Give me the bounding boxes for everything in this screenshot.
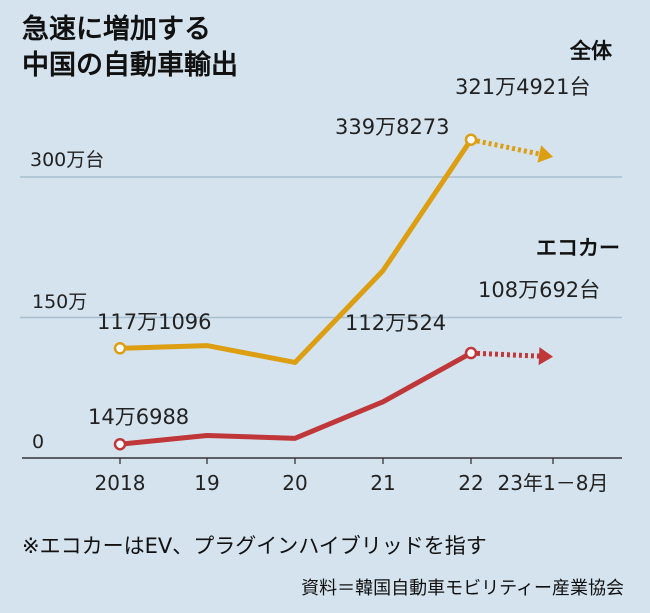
series-dashed-1 bbox=[470, 350, 547, 359]
grid: 0 150万 300万台 bbox=[20, 149, 622, 453]
data-label-0-5: 321万4921台 bbox=[455, 75, 591, 99]
title-line-2: 中国の自動車輸出 bbox=[22, 49, 238, 81]
series-name-1: エコカー bbox=[536, 236, 620, 260]
x-tick-label-4: 22 bbox=[458, 471, 483, 495]
x-tick-label-5: 23年1－8月 bbox=[498, 471, 609, 495]
x-tick-label-3: 21 bbox=[370, 471, 395, 495]
series-line-0 bbox=[119, 138, 474, 365]
title-line-1: 急速に増加する bbox=[22, 13, 211, 45]
x-tick-label-0: 2018 bbox=[95, 471, 146, 495]
series-name-0: 全体 bbox=[569, 39, 613, 63]
y-tick-label-0: 0 bbox=[32, 431, 44, 453]
x-tick-label-1: 19 bbox=[194, 471, 219, 495]
data-label-1-5: 108万692台 bbox=[478, 278, 600, 302]
y-tick-label-300: 300万台 bbox=[30, 149, 104, 171]
series-dashed-0 bbox=[470, 137, 547, 158]
data-label-0-4: 339万8273 bbox=[335, 115, 450, 139]
data-label-1-4: 112万524 bbox=[345, 311, 446, 335]
series-arrowhead-1 bbox=[538, 347, 553, 366]
data-point-1-0 bbox=[113, 437, 127, 451]
data-point-0-4 bbox=[464, 133, 478, 146]
data-label-0-0: 117万1096 bbox=[97, 310, 212, 334]
data-point-1-4 bbox=[464, 346, 478, 360]
source-credit: 資料＝韓国自動車モビリティー産業協会 bbox=[301, 578, 624, 599]
data-point-0-0 bbox=[113, 342, 127, 355]
footnote: ※エコカーはEV、プラグインハイブリッドを指す bbox=[22, 534, 487, 558]
series-arrowhead-0 bbox=[537, 145, 553, 163]
x-tick-label-2: 20 bbox=[282, 471, 307, 495]
series-lines bbox=[113, 133, 553, 451]
y-tick-label-150: 150万 bbox=[32, 291, 87, 313]
x-axis: 2018 19 20 21 22 23年1－8月 bbox=[22, 457, 622, 495]
series-line-1 bbox=[119, 350, 473, 447]
data-label-1-0: 14万6988 bbox=[88, 405, 189, 429]
